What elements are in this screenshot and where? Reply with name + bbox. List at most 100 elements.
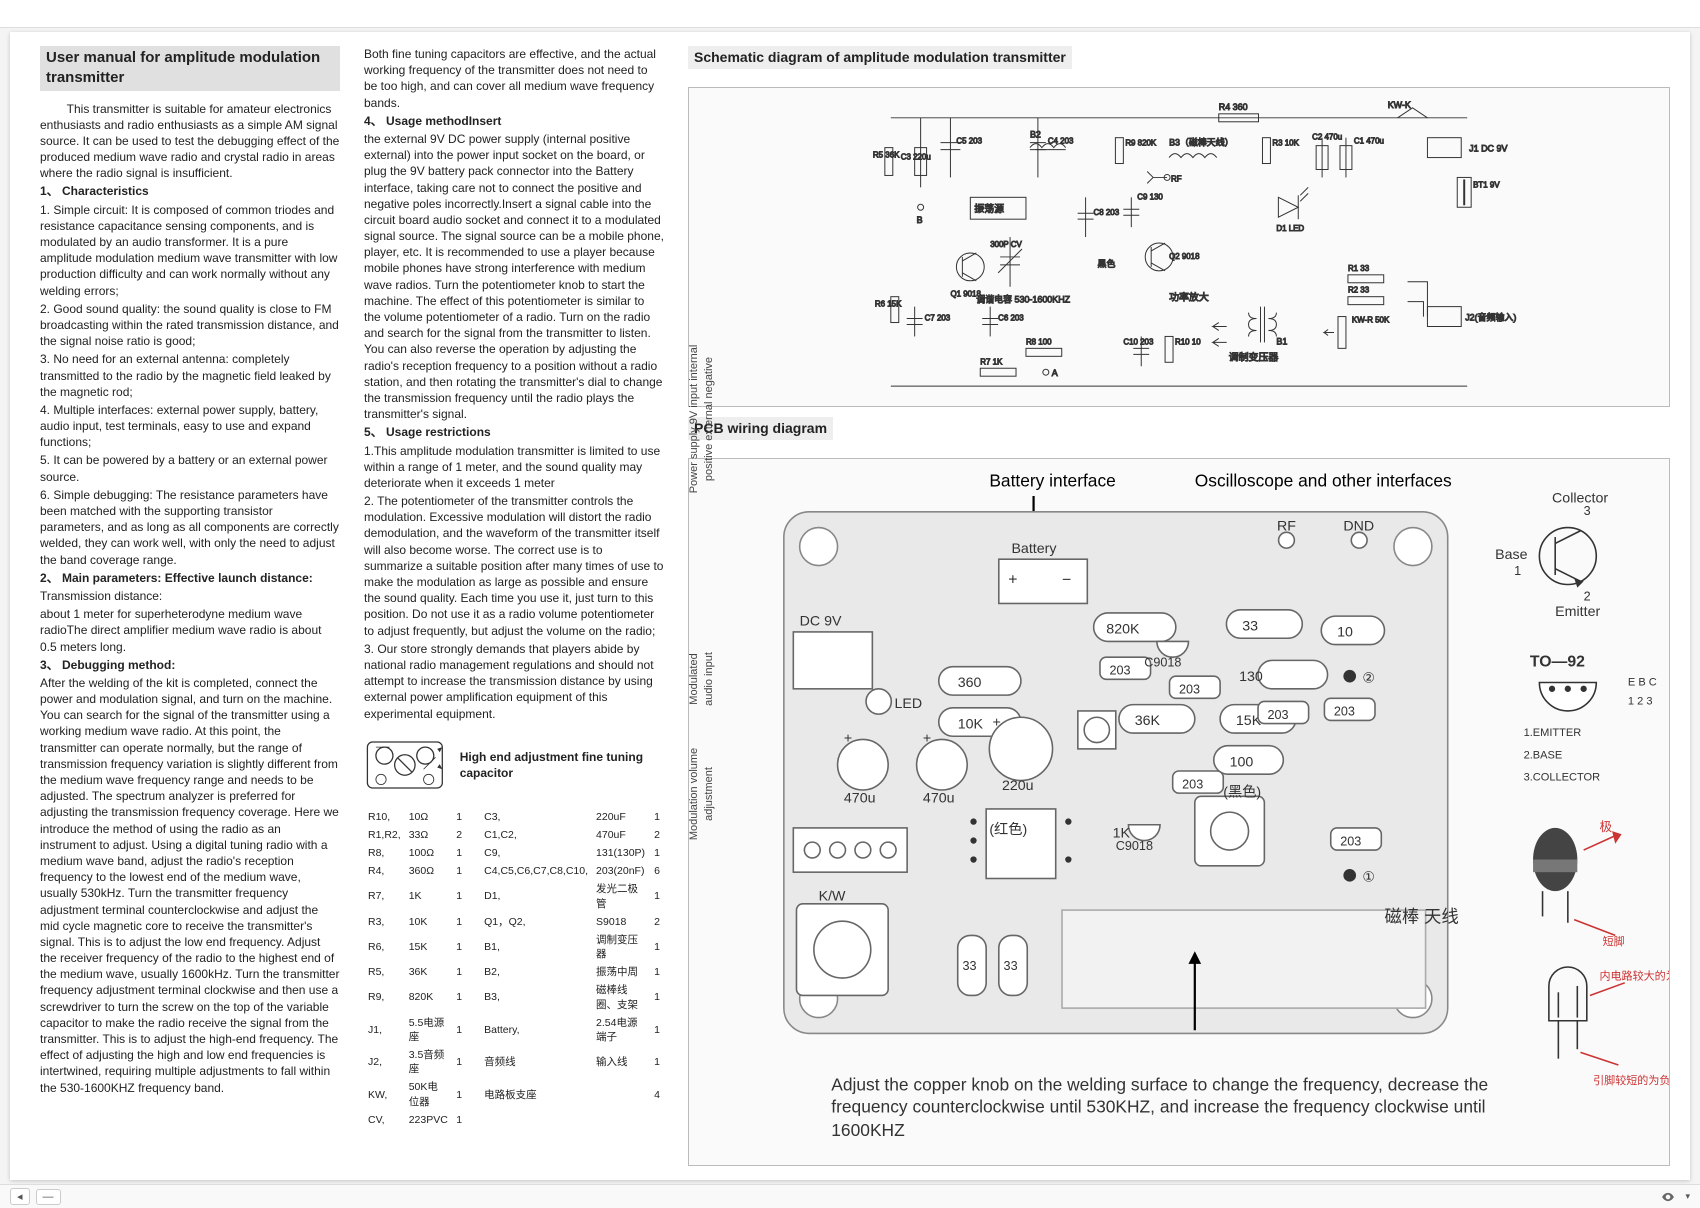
- bottom-bar: ◂ — ▾: [0, 1184, 1700, 1208]
- table-cell: 1: [650, 931, 664, 963]
- table-cell: D1,: [466, 880, 592, 912]
- table-cell: 磁棒线圈、支架: [592, 981, 650, 1013]
- svg-text:磁棒 天线: 磁棒 天线: [1384, 907, 1458, 927]
- table-cell: 1: [650, 808, 664, 826]
- svg-text:RF: RF: [1277, 519, 1296, 535]
- table-cell: 1K: [405, 880, 453, 912]
- svg-text:E B C: E B C: [1628, 676, 1657, 688]
- table-cell: 音频线: [466, 1046, 592, 1078]
- svg-text:短脚: 短脚: [1603, 934, 1625, 948]
- svg-text:J1 DC 9V: J1 DC 9V: [1469, 143, 1507, 153]
- table-cell: 1: [452, 981, 466, 1013]
- heading-usage: 4、 Usage methodInsert: [364, 114, 501, 128]
- back-button[interactable]: ◂: [10, 1188, 30, 1205]
- svg-text:Q2 9018: Q2 9018: [1169, 252, 1200, 261]
- table-cell: 203(20nF): [592, 862, 650, 880]
- table-cell: 2: [650, 913, 664, 931]
- svg-text:B2: B2: [1030, 130, 1041, 140]
- psu-label: Power supply 9V input internal positive …: [687, 339, 717, 499]
- schematic-diagram: J1 DC 9V KW-K BT1 9V R4 360 C5 203 C3 22…: [688, 87, 1670, 407]
- table-cell: 360Ω: [405, 862, 453, 880]
- svg-text:203: 203: [1179, 682, 1200, 696]
- table-cell: 1: [452, 1046, 466, 1078]
- svg-text:203: 203: [1340, 834, 1361, 848]
- table-cell: 1: [452, 1111, 466, 1129]
- svg-text:33: 33: [962, 959, 976, 973]
- svg-text:R1 33: R1 33: [1348, 264, 1370, 273]
- table-cell: Battery,: [466, 1014, 592, 1046]
- svg-text:RF: RF: [1171, 174, 1182, 183]
- table-row: J2,3.5音频座1音频线输入线1: [364, 1046, 664, 1078]
- svg-text:820K: 820K: [1106, 621, 1140, 637]
- svg-text:2: 2: [1584, 589, 1591, 603]
- table-cell: 振荡中周: [592, 963, 650, 981]
- table-cell: R1,R2,: [364, 826, 405, 844]
- table-cell: R10,: [364, 808, 405, 826]
- svg-text:203: 203: [1109, 663, 1130, 677]
- table-cell: 1: [452, 880, 466, 912]
- table-cell: 820K: [405, 981, 453, 1013]
- char-6: 6. Simple debugging: The resistance para…: [40, 487, 340, 568]
- svg-text:TO—92: TO—92: [1530, 653, 1585, 670]
- table-cell: 1: [452, 931, 466, 963]
- table-cell: S9018: [592, 913, 650, 931]
- table-cell: 470uF: [592, 826, 650, 844]
- svg-text:470u: 470u: [923, 790, 955, 806]
- svg-text:300P CV: 300P CV: [990, 240, 1022, 249]
- dash-button[interactable]: —: [36, 1189, 61, 1205]
- table-row: R4,360Ω1C4,C5,C6,C7,C8,C10,203(20nF)6: [364, 862, 664, 880]
- table-cell: 5.5电源座: [405, 1014, 453, 1046]
- svg-text:203: 203: [1268, 708, 1289, 722]
- svg-text:B: B: [917, 215, 923, 225]
- svg-text:470u: 470u: [844, 790, 876, 806]
- column-3: Schematic diagram of amplitude modulatio…: [688, 46, 1670, 1166]
- svg-text:(黑色): (黑色): [1223, 783, 1261, 800]
- svg-text:+: +: [1008, 571, 1017, 588]
- table-cell: R7,: [364, 880, 405, 912]
- table-cell: 2.54电源端子: [592, 1014, 650, 1046]
- table-row: R7,1K1D1,发光二极管1: [364, 880, 664, 912]
- svg-text:130: 130: [1239, 669, 1263, 685]
- restrict-3: 3. Our store strongly demands that playe…: [364, 641, 664, 722]
- table-cell: C4,C5,C6,C7,C8,C10,: [466, 862, 592, 880]
- svg-text:10: 10: [1337, 624, 1353, 640]
- debug-para: After the welding of the kit is complete…: [40, 675, 340, 1096]
- svg-text:1: 1: [1514, 564, 1521, 578]
- restrict-1: 1.This amplitude modulation transmitter …: [364, 443, 664, 492]
- table-cell: 15K: [405, 931, 453, 963]
- svg-text:C9 130: C9 130: [1137, 192, 1163, 201]
- table-cell: C3,: [466, 808, 592, 826]
- table-cell: 1: [452, 862, 466, 880]
- svg-text:33: 33: [1242, 618, 1258, 634]
- params-a: Transmission distance:: [40, 588, 340, 604]
- svg-text:KW-R 50K: KW-R 50K: [1352, 315, 1390, 324]
- batt-interface-label: Battery interface: [989, 470, 1116, 490]
- svg-text:C4 203: C4 203: [1048, 137, 1074, 146]
- svg-text:D1 LED: D1 LED: [1276, 224, 1304, 233]
- view-caret-icon[interactable]: ▾: [1685, 1191, 1690, 1202]
- svg-text:调谐电容 530-1600KHZ: 调谐电容 530-1600KHZ: [976, 294, 1070, 305]
- svg-text:R10 10: R10 10: [1175, 337, 1201, 346]
- table-row: R3,10K1Q1，Q2,S90182: [364, 913, 664, 931]
- table-row: R1,R2,33Ω2C1,C2,470uF2: [364, 826, 664, 844]
- svg-text:内电路较大的为负极: 内电路较大的为负极: [1599, 968, 1669, 982]
- svg-text:+: +: [844, 730, 852, 746]
- params-b: about 1 meter for superheterodyne medium…: [40, 606, 340, 655]
- modvol-label: Modulation volume adjustment: [687, 739, 717, 849]
- char-1: 1. Simple circuit: It is composed of com…: [40, 202, 340, 299]
- usage-para: the external 9V DC power supply (interna…: [364, 131, 664, 422]
- svg-text:R2 33: R2 33: [1348, 286, 1370, 295]
- svg-text:Emitter: Emitter: [1555, 604, 1600, 620]
- table-row: R6,15K1B1,调制变压器1: [364, 931, 664, 963]
- table-cell: C1,C2,: [466, 826, 592, 844]
- svg-text:J2(音频输入): J2(音频输入): [1465, 311, 1516, 322]
- table-cell: 电路板支座: [466, 1078, 592, 1110]
- col2-lead: Both fine tuning capacitors are effectiv…: [364, 46, 664, 111]
- column-2: Both fine tuning capacitors are effectiv…: [364, 46, 664, 1166]
- svg-text:功率放大: 功率放大: [1169, 291, 1209, 304]
- table-cell: 33Ω: [405, 826, 453, 844]
- table-row: J1,5.5电源座1Battery,2.54电源端子1: [364, 1014, 664, 1046]
- svg-text:Base: Base: [1495, 547, 1528, 563]
- view-icon[interactable]: [1661, 1190, 1675, 1204]
- char-3: 3. No need for an external antenna: comp…: [40, 351, 340, 400]
